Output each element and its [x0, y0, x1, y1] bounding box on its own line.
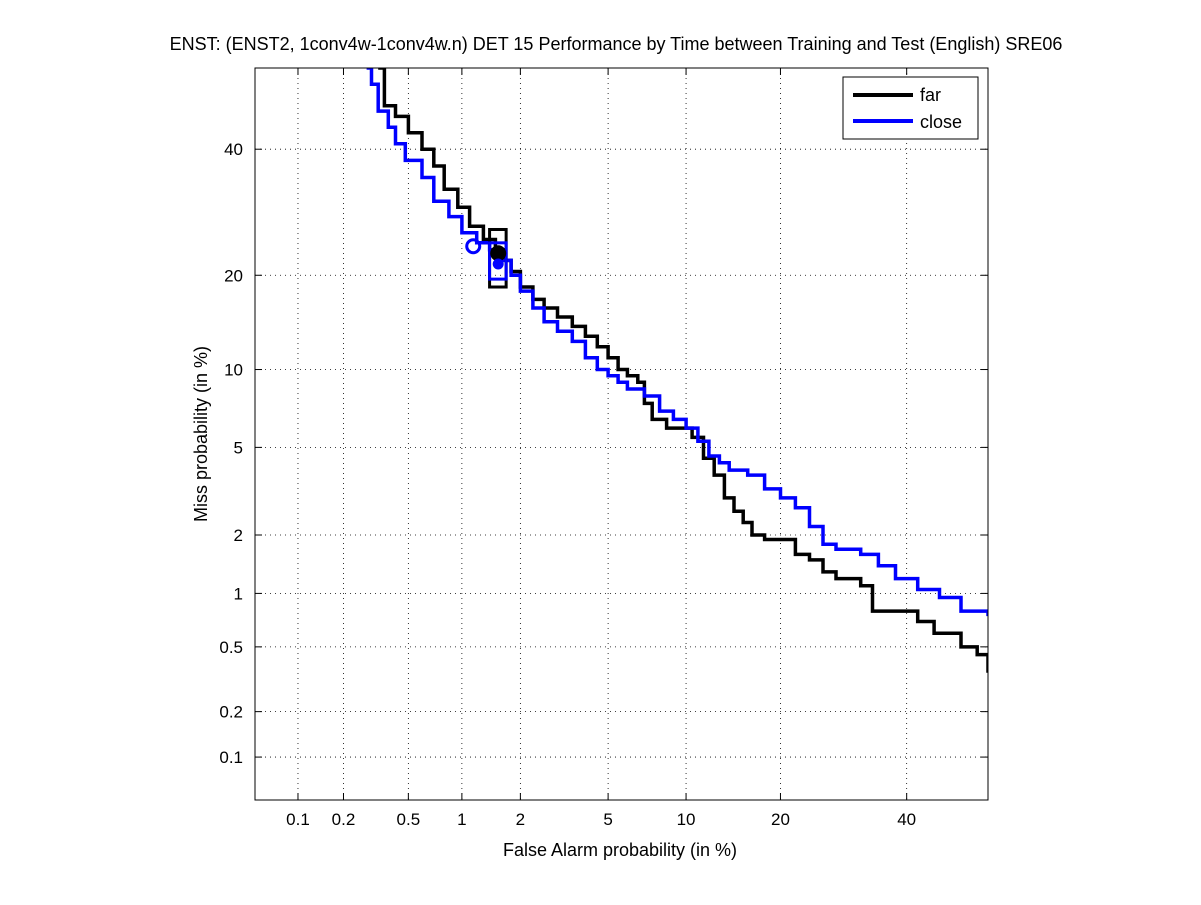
x-tick-label: 0.1 — [286, 810, 310, 829]
legend: far close — [842, 76, 979, 140]
grid-lines — [255, 68, 988, 800]
plot-frame — [254, 67, 989, 801]
x-tick-label: 40 — [897, 810, 916, 829]
min-dcf-marker-close — [465, 238, 482, 255]
x-tick-label: 5 — [603, 810, 612, 829]
legend-label-close: close — [920, 112, 962, 132]
y-tick-label: 20 — [224, 266, 243, 285]
dcf-markers — [465, 227, 508, 289]
y-axis-ticks: 0.1 0.2 0.5 1 2 5 10 20 40 — [219, 140, 988, 767]
legend-label-far: far — [920, 85, 941, 105]
data-series — [366, 68, 988, 673]
series-line-far — [378, 68, 988, 673]
y-tick-label: 40 — [224, 140, 243, 159]
confidence-box-close — [488, 241, 508, 281]
legend-box — [842, 76, 979, 140]
act-dcf-marker-close — [492, 258, 504, 270]
x-axis-label: False Alarm probability (in %) — [503, 840, 737, 860]
y-tick-label: 0.5 — [219, 638, 243, 657]
x-tick-label: 2 — [516, 810, 525, 829]
x-tick-label: 0.2 — [332, 810, 356, 829]
series-line-close — [366, 68, 988, 617]
x-tick-label: 20 — [771, 810, 790, 829]
x-axis-ticks: 0.1 0.2 0.5 1 2 5 10 20 40 — [286, 68, 916, 829]
act-dcf-marker-far — [492, 247, 504, 259]
y-axis-label: Miss probability (in %) — [191, 346, 211, 522]
chart-title: ENST: (ENST2, 1conv4w-1conv4w.n) DET 15 … — [170, 34, 1063, 54]
y-tick-label: 2 — [234, 526, 243, 545]
y-tick-label: 1 — [234, 584, 243, 603]
y-tick-label: 10 — [224, 361, 243, 380]
y-tick-label: 0.1 — [219, 748, 243, 767]
x-tick-label: 10 — [677, 810, 696, 829]
x-tick-label: 1 — [457, 810, 466, 829]
y-tick-label: 5 — [234, 438, 243, 457]
y-tick-label: 0.2 — [219, 703, 243, 722]
x-tick-label: 0.5 — [397, 810, 421, 829]
